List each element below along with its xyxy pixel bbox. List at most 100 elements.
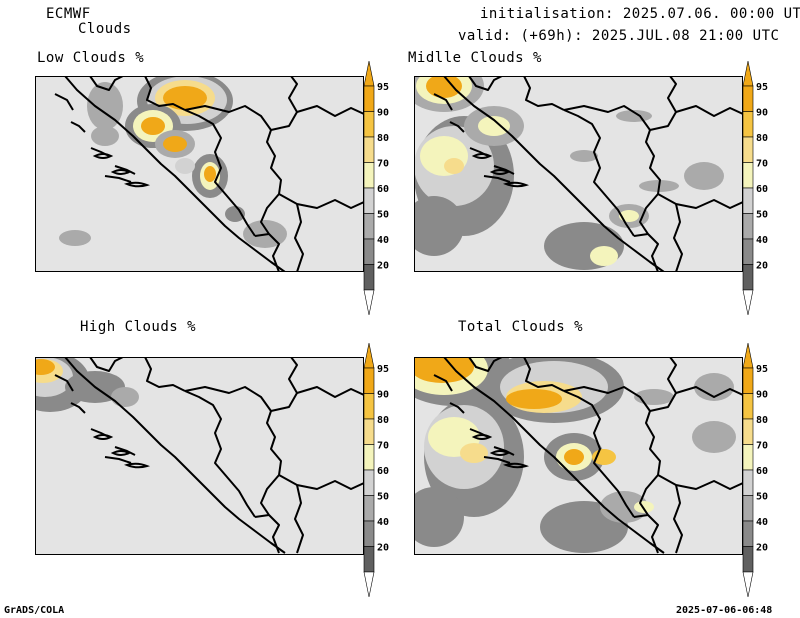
border-line — [433, 374, 453, 392]
border-line — [649, 357, 677, 412]
colorbar-label: 70 — [377, 159, 389, 170]
cloud-contour — [204, 166, 216, 182]
map-frame — [35, 357, 364, 555]
footer-timestamp: 2025-07-06-06:48 — [676, 605, 773, 616]
cloud-layer — [59, 76, 287, 248]
border-line — [270, 76, 298, 131]
map-frame — [414, 357, 743, 555]
colorbar-label: 20 — [377, 261, 389, 272]
colorbar-label: 80 — [377, 415, 389, 426]
island-outline — [123, 462, 151, 469]
colorbar-label: 95 — [377, 82, 389, 93]
cloud-contour — [414, 196, 464, 256]
map-frame — [414, 76, 743, 272]
colorbar-bottom-arrow — [742, 289, 754, 316]
colorbar-label: 40 — [756, 517, 768, 528]
cloud-contour — [570, 150, 598, 162]
colorbar-label: 20 — [756, 261, 768, 272]
colorbar-total: 95 90 80 70 60 50 40 20 — [742, 342, 768, 598]
border-line — [184, 390, 256, 518]
cloud-contour — [590, 246, 618, 266]
cloud-contour — [634, 501, 654, 513]
colorbar-segment — [363, 469, 375, 496]
border-line — [523, 76, 565, 111]
borders-layer — [433, 76, 743, 272]
border-line — [523, 357, 565, 392]
map-total-clouds — [414, 357, 743, 555]
colorbar-bottom-arrow — [363, 289, 375, 316]
cloud-contour — [564, 449, 584, 465]
cloud-contour — [694, 373, 734, 401]
borders-layer — [54, 357, 364, 554]
colorbar-segment — [742, 367, 754, 394]
cloud-contour — [460, 443, 488, 463]
border-line — [633, 233, 649, 237]
cloud-contour — [684, 162, 724, 190]
island-outline — [92, 434, 114, 440]
island-outline — [471, 434, 493, 440]
border-line — [254, 514, 270, 518]
model-name: ECMWF — [46, 6, 91, 22]
colorbar-label: 95 — [756, 364, 768, 375]
island-outline — [92, 153, 114, 159]
island-outline — [110, 169, 132, 175]
cloud-contour — [87, 82, 123, 130]
island-outline — [110, 450, 132, 456]
border-line — [278, 474, 364, 490]
border-line — [70, 121, 86, 133]
cloud-contour — [59, 230, 91, 246]
colorbar-segment — [363, 264, 375, 291]
colorbar-segment — [742, 162, 754, 189]
border-line — [184, 109, 256, 237]
colorbar-segment — [742, 136, 754, 163]
border-line — [468, 76, 503, 91]
border-line — [675, 386, 743, 398]
cloud-contour — [444, 158, 464, 174]
colorbar-label: 50 — [377, 492, 389, 503]
colorbar-segment — [742, 85, 754, 112]
border-line — [468, 357, 503, 372]
colorbar-bottom-arrow — [742, 571, 754, 598]
map-middle-clouds — [414, 76, 743, 272]
colorbar-top-arrow — [742, 342, 754, 369]
border-line — [54, 93, 74, 111]
colorbar-segment — [363, 136, 375, 163]
border-line — [104, 456, 132, 464]
colorbar-segment — [742, 187, 754, 214]
colorbar-top-arrow — [363, 60, 375, 87]
border-line — [443, 357, 665, 554]
colorbar-top-arrow — [742, 60, 754, 87]
border-line — [673, 484, 683, 554]
colorbar-label: 60 — [377, 466, 389, 477]
map-low-clouds — [35, 76, 364, 272]
colorbar-label: 60 — [377, 184, 389, 195]
colorbar-label: 50 — [756, 492, 768, 503]
cloud-contour — [414, 487, 464, 547]
colorbar-bottom-arrow — [363, 571, 375, 598]
cloud-layer — [35, 357, 139, 412]
colorbar-label: 90 — [756, 390, 768, 401]
colorbar-segment — [742, 213, 754, 240]
colorbar-middle: 95 90 80 70 60 50 40 20 — [742, 60, 768, 316]
colorbar-segment — [742, 111, 754, 138]
island-outline — [489, 169, 511, 175]
border-line — [270, 357, 298, 412]
island-outline — [471, 153, 493, 159]
colorbar-segment — [363, 367, 375, 394]
cloud-contour — [91, 126, 119, 146]
border-line — [70, 402, 86, 414]
colorbar-segment — [363, 213, 375, 240]
border-line — [675, 105, 743, 117]
cloud-contour — [478, 116, 510, 136]
colorbar-segment — [363, 444, 375, 471]
colorbar-label: 80 — [377, 133, 389, 144]
cloud-contour — [175, 158, 195, 174]
colorbar-label: 20 — [756, 543, 768, 554]
colorbar-segment — [363, 546, 375, 573]
border-line — [278, 193, 364, 209]
border-line — [64, 357, 286, 554]
border-line — [657, 193, 743, 209]
colorbar-top-arrow — [363, 342, 375, 369]
border-line — [433, 93, 453, 111]
colorbar-segment — [742, 444, 754, 471]
